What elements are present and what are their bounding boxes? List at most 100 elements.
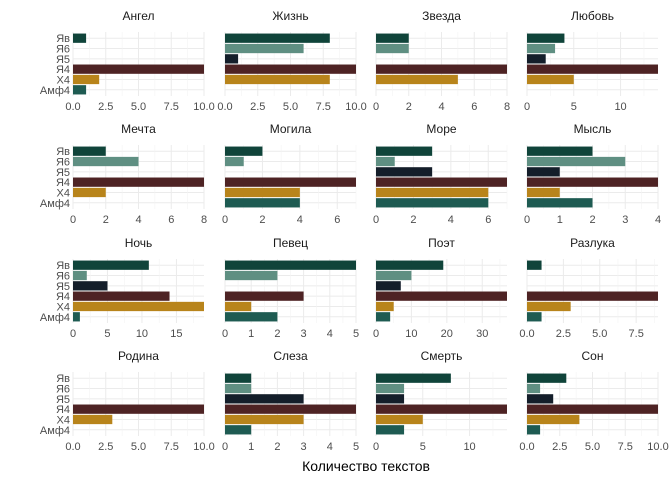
- bar: [73, 146, 106, 156]
- x-tick-label: 0: [373, 441, 379, 453]
- bar: [225, 177, 356, 187]
- x-tick-label: 0.0: [519, 441, 534, 453]
- y-tick-label: Я6: [56, 271, 70, 283]
- x-tick-label: 0.0: [65, 101, 80, 113]
- x-tick-label: 6: [471, 101, 477, 113]
- bar: [225, 74, 330, 85]
- bar: [376, 425, 405, 435]
- x-tick-label: 2: [589, 214, 595, 226]
- x-tick-label: 10: [136, 328, 148, 340]
- bar: [73, 33, 87, 43]
- y-tick-label: Амф4: [40, 85, 70, 97]
- x-tick-label: 2: [274, 328, 280, 340]
- x-tick-label: 5.0: [131, 101, 146, 113]
- facet-title: Слеза: [273, 349, 308, 363]
- y-tick-label: Я6: [56, 157, 70, 169]
- bar: [527, 383, 541, 394]
- bar: [376, 167, 433, 177]
- facet-panel: Звезда 0 2 4 6 8: [373, 9, 510, 113]
- bar: [225, 291, 304, 301]
- facet-title: Жизнь: [272, 9, 308, 23]
- x-tick-label: 4: [448, 214, 454, 226]
- facet-title: Любовь: [571, 9, 614, 23]
- bar: [225, 260, 356, 270]
- x-tick-label: 5.0: [585, 441, 600, 453]
- y-tick-label: Я6: [56, 384, 70, 396]
- facet-title: Смерть: [421, 349, 463, 363]
- bar: [225, 43, 304, 54]
- bar: [73, 64, 204, 74]
- bar: [225, 198, 300, 208]
- bar: [73, 404, 204, 414]
- x-tick-label: 4: [327, 328, 333, 340]
- x-tick-label: 6: [485, 214, 491, 226]
- bar: [376, 146, 433, 156]
- facet-panel: Смерть 0 5 10: [373, 349, 507, 453]
- bar: [225, 54, 239, 64]
- x-tick-label: 0: [524, 101, 530, 113]
- x-tick-label: 3: [301, 441, 307, 453]
- bar: [527, 404, 658, 414]
- x-tick-label: 0: [70, 328, 76, 340]
- x-tick-label: 0: [222, 214, 228, 226]
- bar: [73, 312, 80, 322]
- y-tick-label: Я4: [56, 291, 70, 303]
- x-tick-label: 4: [438, 101, 444, 113]
- bar: [225, 301, 252, 312]
- facet-title: Звезда: [422, 9, 461, 23]
- x-tick-label: 0: [524, 214, 530, 226]
- bar: [73, 301, 204, 312]
- x-tick-label: 15: [170, 328, 182, 340]
- y-tick-label: Я4: [56, 404, 70, 416]
- bar: [376, 404, 507, 414]
- bar: [73, 414, 113, 425]
- x-tick-label: 5.0: [592, 328, 607, 340]
- x-tick-label: 5.0: [131, 441, 146, 453]
- facet-title: Ангел: [122, 9, 154, 23]
- x-tick-label: 2: [259, 214, 265, 226]
- bar: [73, 291, 170, 301]
- bar: [527, 74, 574, 85]
- x-tick-label: 4: [655, 214, 661, 226]
- x-tick-label: 2: [103, 214, 109, 226]
- x-tick-label: 10.0: [193, 441, 214, 453]
- bar: [376, 260, 444, 270]
- x-tick-label: 3: [301, 328, 307, 340]
- x-tick-label: 4: [297, 214, 303, 226]
- bar: [225, 425, 252, 435]
- bar: [225, 394, 304, 404]
- bar: [73, 281, 108, 291]
- facet-panel: Разлука 0.0 2.5 5.0 7.5: [519, 236, 658, 340]
- x-tick-label: 20: [441, 328, 453, 340]
- bar: [527, 177, 658, 187]
- y-tick-label: Х4: [57, 74, 70, 86]
- x-tick-label: 2.5: [98, 441, 113, 453]
- y-tick-label: Я4: [56, 64, 70, 76]
- facet-title: Сон: [582, 349, 604, 363]
- bar: [376, 74, 458, 85]
- bar: [376, 43, 409, 54]
- x-tick-label: 0: [70, 214, 76, 226]
- bar: [527, 33, 565, 43]
- x-tick-label: 8: [201, 214, 207, 226]
- y-tick-label: Яв: [56, 373, 70, 385]
- bar: [225, 383, 252, 394]
- y-tick-label: Х4: [57, 301, 70, 313]
- bar: [527, 64, 658, 74]
- x-tick-label: 0: [373, 214, 379, 226]
- bar: [376, 177, 507, 187]
- x-tick-label: 0.0: [65, 441, 80, 453]
- facet-panel: Любовь 0 5 10: [524, 9, 658, 113]
- bar: [527, 260, 542, 270]
- bar: [527, 54, 546, 64]
- x-tick-label: 2.5: [556, 328, 571, 340]
- bar: [73, 156, 139, 167]
- bar: [527, 198, 593, 208]
- bar: [73, 85, 87, 95]
- x-tick-label: 4: [327, 441, 333, 453]
- x-tick-label: 6: [334, 214, 340, 226]
